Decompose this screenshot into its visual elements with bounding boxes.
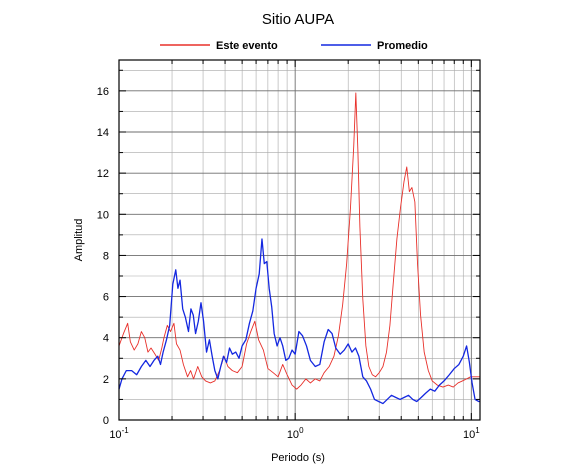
y-tick-label: 10: [97, 209, 109, 221]
x-tick-label: 10-1: [109, 426, 129, 441]
y-axis-label: Amplitud: [73, 219, 85, 262]
y-tick-label: 6: [103, 292, 109, 304]
legend-label-este-evento: Este evento: [216, 40, 278, 52]
y-tick-label: 2: [103, 374, 109, 386]
y-tick-label: 0: [103, 415, 109, 427]
axis-ticks: [118, 60, 480, 421]
grid-major: [118, 60, 480, 421]
y-tick-label: 4: [103, 333, 109, 345]
x-tick-label: 100: [287, 426, 304, 441]
legend-label-promedio: Promedio: [377, 40, 428, 52]
x-axis-label: Periodo (s): [271, 452, 325, 464]
plot-frame: [118, 59, 481, 421]
y-tick-label: 12: [97, 168, 109, 180]
series-layer: [118, 92, 480, 405]
y-tick-label: 14: [97, 127, 109, 139]
legend: Este evento Promedio: [160, 40, 428, 52]
y-tick-labels: 0 2 4 6 8 10 12 14 16: [97, 86, 109, 427]
y-tick-label: 8: [103, 250, 109, 262]
grid-minor: [119, 60, 480, 420]
x-tick-label: 101: [463, 426, 480, 441]
x-tick-labels: 10-1 100 101: [109, 426, 480, 441]
chart-title: Sitio AUPA: [262, 11, 334, 28]
series-line-promedio: [118, 238, 480, 405]
series-line-este-evento: [118, 92, 480, 390]
y-tick-label: 16: [97, 86, 109, 98]
